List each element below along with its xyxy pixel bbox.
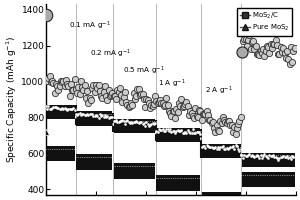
Text: 0.1 mA g$^{-1}$: 0.1 mA g$^{-1}$ — [70, 20, 111, 32]
Y-axis label: Specific Capacity$\ $(mAh g$^{-1}$): Specific Capacity$\ $(mAh g$^{-1}$) — [4, 36, 19, 163]
Text: 0.5 mA g$^{-1}$: 0.5 mA g$^{-1}$ — [123, 65, 165, 77]
Text: 2 A g$^{-1}$: 2 A g$^{-1}$ — [205, 85, 232, 97]
Text: 0.2 mA g$^{-1}$: 0.2 mA g$^{-1}$ — [89, 47, 131, 60]
Legend: MoS$_2$/C, Pure MoS$_2$: MoS$_2$/C, Pure MoS$_2$ — [237, 8, 292, 36]
Text: 0.1 mA g$^{-1}$: 0.1 mA g$^{-1}$ — [250, 22, 291, 35]
Text: 1 A g$^{-1}$: 1 A g$^{-1}$ — [158, 78, 186, 90]
